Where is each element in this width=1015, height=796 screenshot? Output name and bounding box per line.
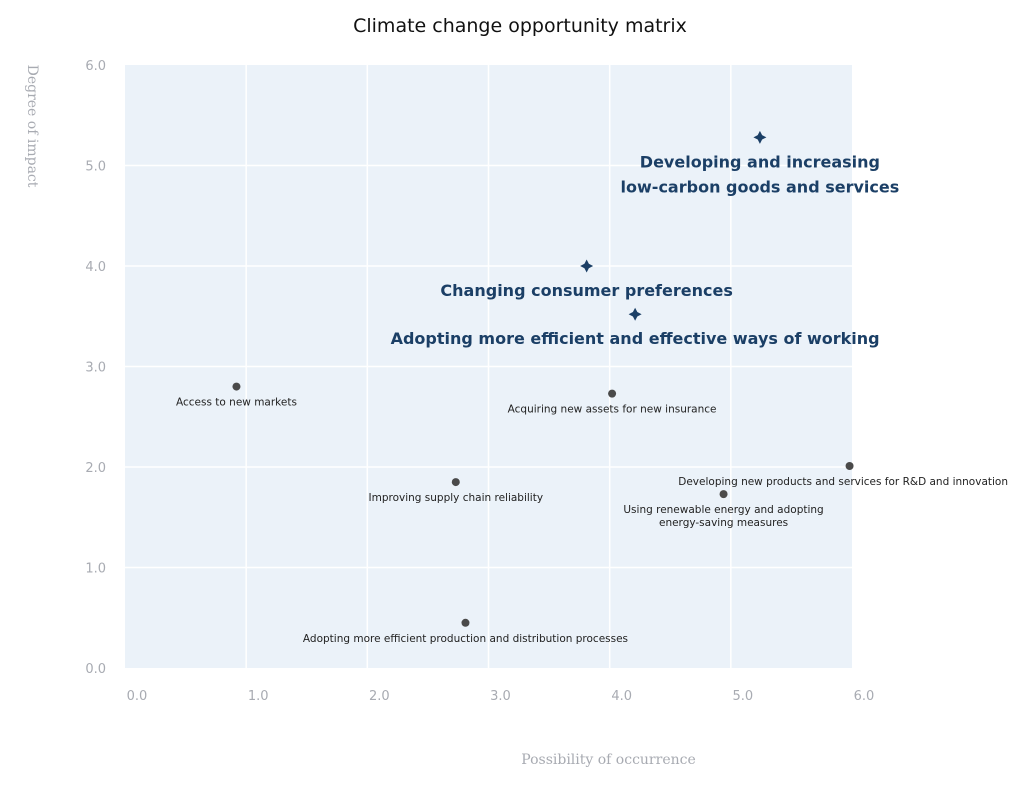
data-point: Acquiring new assets for new insurance	[508, 389, 717, 416]
point-label: Changing consumer preferences	[440, 281, 732, 300]
point-label: Developing and increasing	[640, 152, 880, 171]
x-tick-label: 2.0	[369, 689, 390, 704]
data-point: Adopting more efficient production and d…	[303, 618, 628, 645]
y-tick-label: 4.0	[85, 260, 106, 275]
dot-marker	[719, 490, 728, 499]
y-tick-label: 6.0	[85, 59, 106, 74]
point-label: low-carbon goods and services	[621, 177, 900, 196]
point-label: Adopting more efficient and effective wa…	[391, 329, 880, 348]
star-marker	[753, 130, 767, 144]
grid-lines	[125, 65, 852, 668]
data-point: Access to new markets	[176, 382, 297, 409]
star-marker	[628, 307, 642, 321]
point-label: Improving supply chain reliability	[369, 492, 544, 504]
data-point: Changing consumer preferences	[440, 259, 733, 300]
x-tick-label: 1.0	[248, 689, 269, 704]
x-axis-label: Possibility of occurrence	[521, 752, 696, 768]
point-label: Using renewable energy and adopting	[623, 504, 823, 516]
dot-marker	[451, 478, 460, 487]
data-point: Using renewable energy and adoptingenerg…	[623, 490, 824, 529]
y-tick-label: 0.0	[85, 662, 106, 677]
x-tick-labels: 0.0 1.0 2.0 3.0 4.0 5.0 6.0	[127, 689, 875, 704]
point-label: Acquiring new assets for new insurance	[508, 404, 717, 416]
point-label: Access to new markets	[176, 397, 297, 409]
data-point: Developing and increasing low-carbon good…	[621, 130, 900, 196]
y-tick-labels: 0.0 1.0 2.0 3.0 4.0 5.0 6.0	[85, 59, 106, 677]
point-label: energy-saving measures	[659, 517, 788, 529]
y-tick-label: 3.0	[85, 361, 106, 376]
point-label: Adopting more efficient production and d…	[303, 633, 628, 645]
star-marker	[580, 259, 594, 273]
y-tick-label: 2.0	[85, 461, 106, 476]
x-tick-label: 6.0	[854, 689, 875, 704]
x-tick-label: 3.0	[490, 689, 511, 704]
y-tick-label: 1.0	[85, 562, 106, 577]
x-tick-label: 4.0	[611, 689, 632, 704]
dot-marker	[845, 461, 854, 470]
x-tick-label: 0.0	[127, 689, 148, 704]
dot-marker	[232, 382, 241, 391]
chart-title: Climate change opportunity matrix	[353, 15, 687, 37]
data-point: Developing new products and services for…	[678, 461, 1008, 488]
x-tick-label: 5.0	[732, 689, 753, 704]
dot-marker	[608, 389, 617, 398]
data-point: Adopting more efficient and effective wa…	[391, 307, 880, 348]
y-axis-label: Degree of impact	[24, 65, 40, 188]
y-tick-label: 5.0	[85, 160, 106, 175]
point-label: Developing new products and services for…	[678, 476, 1008, 488]
data-point: Improving supply chain reliability	[369, 478, 544, 504]
dot-marker	[461, 618, 470, 627]
data-points: Access to new markets Acquiring new asset…	[176, 130, 1008, 645]
